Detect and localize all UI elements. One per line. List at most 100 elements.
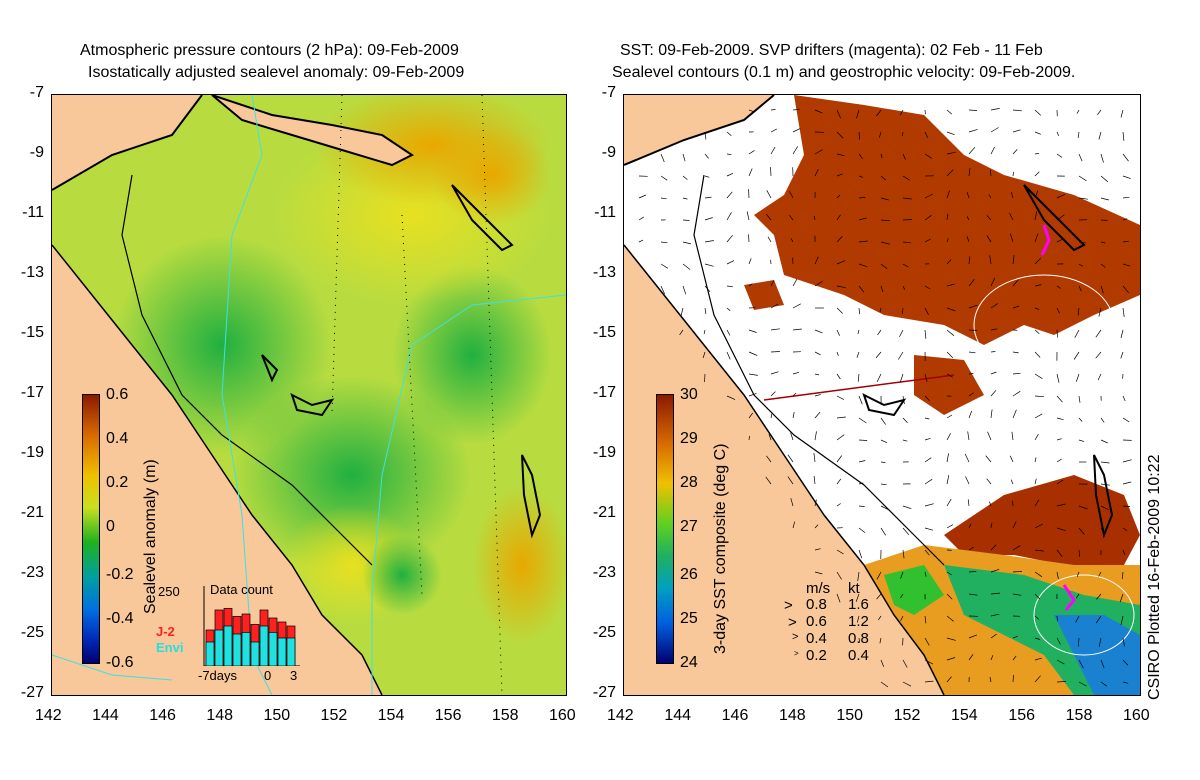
velocity-vector <box>682 197 688 200</box>
legend-ms: 0.8 <box>806 596 827 613</box>
velocity-vector <box>792 303 801 309</box>
velocity-vector <box>1034 675 1041 683</box>
velocity-vector <box>1096 593 1102 600</box>
velocity-vector <box>1100 461 1110 464</box>
velocity-vector <box>1078 417 1083 422</box>
velocity-vector <box>836 351 839 357</box>
velocity-vector <box>902 175 910 181</box>
velocity-vector <box>814 571 823 575</box>
velocity-vector <box>814 109 823 114</box>
lat-tick-label: -27 <box>20 684 44 701</box>
velocity-vector <box>1056 527 1066 532</box>
velocity-vector <box>902 417 908 423</box>
velocity-vector <box>770 109 776 111</box>
velocity-vector <box>702 351 706 359</box>
velocity-vector <box>856 351 860 358</box>
velocity-vector <box>989 255 992 265</box>
velocity-vector <box>1122 481 1132 485</box>
velocity-vector <box>990 351 996 353</box>
velocity-vector <box>1056 659 1065 665</box>
velocity-vector <box>968 109 978 111</box>
velocity-vector <box>1122 307 1125 317</box>
velocity-vector <box>946 498 952 507</box>
velocity-vector <box>726 260 735 265</box>
velocity-vector <box>1100 681 1108 687</box>
velocity-vector <box>1056 373 1060 383</box>
velocity-vector <box>946 433 951 441</box>
velocity-vector <box>1095 329 1102 338</box>
velocity-vector <box>1122 659 1129 666</box>
velocity-vector <box>792 146 798 155</box>
velocity-vector <box>990 522 993 529</box>
velocity-vector <box>704 217 713 221</box>
velocity-vector <box>986 235 992 243</box>
lon-tick-label: 146 <box>721 707 749 724</box>
velocity-vector <box>990 108 1000 111</box>
velocity-vector <box>924 373 928 382</box>
velocity-vector <box>1122 459 1132 463</box>
velocity-vector <box>1012 351 1019 354</box>
velocity-vector <box>1056 193 1066 199</box>
velocity-vector <box>1012 255 1015 265</box>
velocity-vector <box>990 277 996 287</box>
velocity-vector <box>1122 637 1125 647</box>
velocity-vector <box>880 241 890 245</box>
lat-tick-label: -11 <box>22 204 44 221</box>
velocity-vector <box>1078 549 1081 558</box>
sla-colorbar <box>82 394 100 664</box>
velocity-vector <box>726 285 733 288</box>
velocity-vector <box>1010 479 1014 485</box>
velocity-vector <box>1078 637 1080 647</box>
velocity-vector <box>946 259 952 265</box>
velocity-vector <box>1122 196 1130 199</box>
sst-png-land <box>624 95 774 165</box>
velocity-vector <box>836 214 841 221</box>
velocity-vector <box>968 634 978 639</box>
velocity-vector <box>814 373 820 376</box>
velocity-vector <box>1076 109 1080 114</box>
velocity-vector <box>726 131 732 137</box>
velocity-vector <box>792 128 801 133</box>
velocity-vector <box>790 498 794 507</box>
velocity-vector <box>924 329 927 339</box>
lat-tick-label: -15 <box>592 324 616 341</box>
velocity-vector <box>1078 285 1082 292</box>
velocity-vector <box>990 127 999 133</box>
lat-tick-label: -15 <box>20 324 44 341</box>
velocity-vector <box>836 593 841 603</box>
velocity-vector <box>876 109 882 117</box>
velocity-vector <box>902 263 909 268</box>
velocity-vector <box>680 307 684 316</box>
velocity-vector <box>748 109 755 113</box>
velocity-vector <box>946 593 953 600</box>
velocity-vector <box>1034 413 1043 419</box>
velocity-vector <box>990 592 1000 595</box>
velocity-vector <box>813 215 816 221</box>
velocity-vector <box>1122 681 1129 684</box>
lon-tick-label: 146 <box>149 707 176 724</box>
velocity-vector <box>792 278 798 287</box>
velocity-vector <box>836 434 845 441</box>
velocity-vector <box>1078 263 1083 267</box>
velocity-vector <box>766 455 772 463</box>
velocity-vector <box>836 260 846 265</box>
legend-arrow-icon: > <box>792 631 799 643</box>
velocity-vector <box>968 654 974 661</box>
velocity-vector <box>836 549 844 555</box>
lat-tick-label: -9 <box>601 144 616 161</box>
velocity-vector <box>704 196 712 199</box>
velocity-vector <box>1120 351 1124 359</box>
velocity-vector <box>726 234 733 243</box>
lon-tick-label: 152 <box>320 707 348 724</box>
sst-australia-land <box>624 245 944 695</box>
velocity-vector <box>990 568 1000 573</box>
velocity-vector <box>836 109 841 119</box>
velocity-vector <box>726 373 733 382</box>
velocity-vector <box>946 213 949 221</box>
inset-bar-envi <box>214 629 224 666</box>
inset-bar-envi <box>268 632 278 666</box>
velocity-vector <box>968 593 978 596</box>
velocity-vector <box>900 571 904 579</box>
velocity-vector <box>1078 395 1081 403</box>
velocity-vector <box>814 149 823 155</box>
